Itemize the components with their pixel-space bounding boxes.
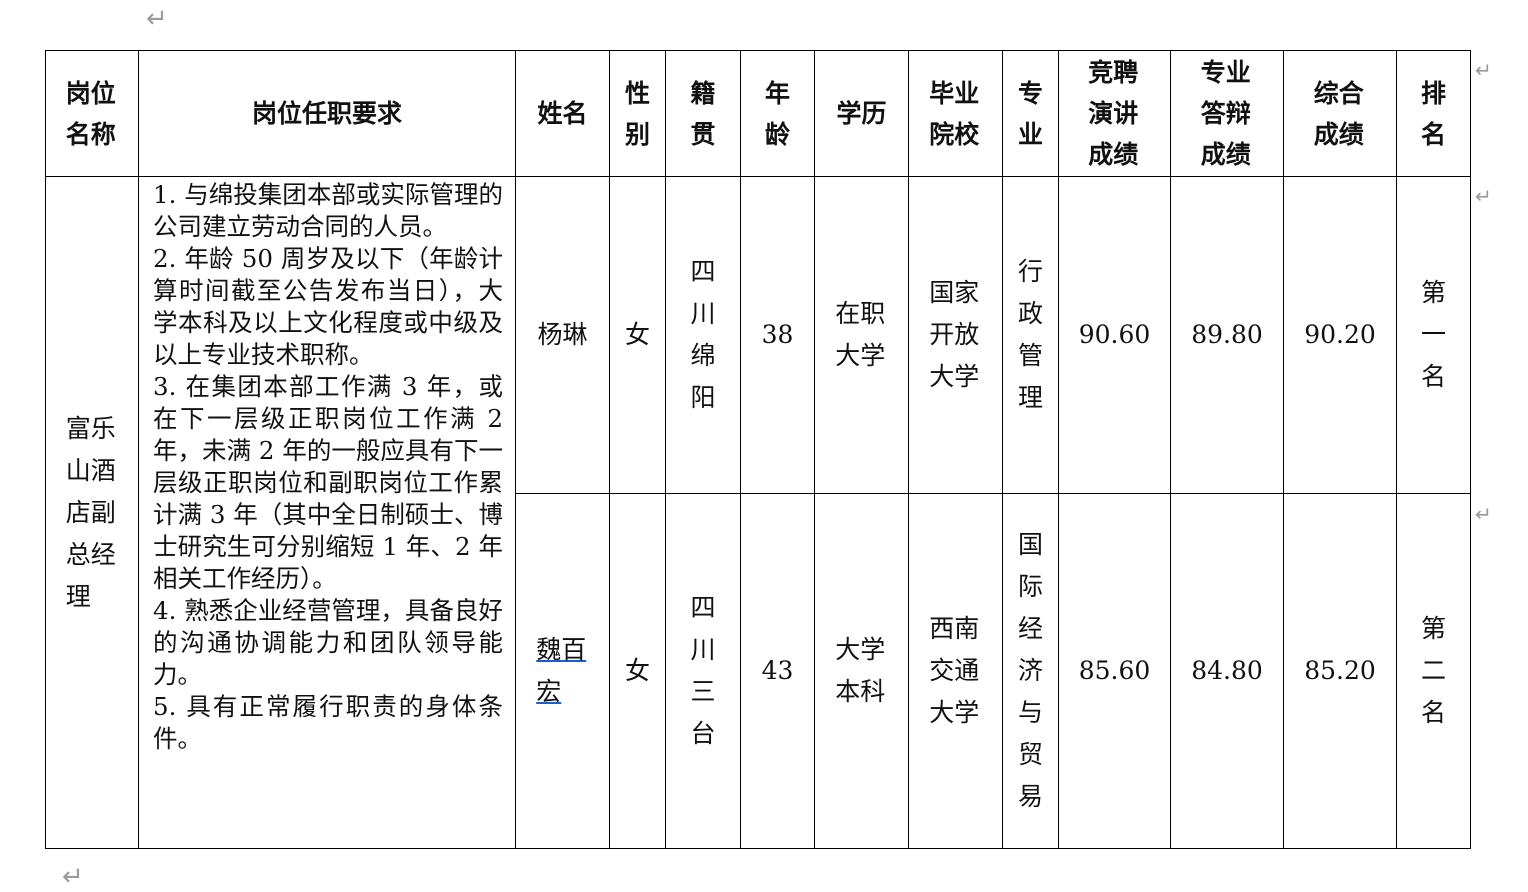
row-end-mark-icon: ↵	[1475, 58, 1492, 82]
paragraph-mark-icon: ↵	[62, 862, 84, 892]
header-age: 年龄	[740, 50, 815, 177]
origin-cell: 四川三台	[665, 493, 741, 849]
requirement-item: 5. 具有正常履行职责的身体条件。	[153, 692, 503, 753]
total-score-cell: 85.20	[1283, 493, 1397, 849]
rank-cell: 第二名	[1396, 493, 1471, 849]
education-cell: 在职大学	[814, 176, 909, 494]
header-major: 专业	[1002, 50, 1059, 177]
header-total-score: 综合成绩	[1283, 50, 1397, 177]
table-row: 富乐山酒店副总经理 1. 与绵投集团本部或实际管理的公司建立劳动合同的人员。 2…	[45, 176, 1471, 849]
requirement-item: 2. 年龄 50 周岁及以下（年龄计算时间截至公告发布当日），大学本科及以上文化…	[153, 244, 503, 369]
major-cell: 行政管理	[1002, 176, 1059, 494]
origin-cell: 四川绵阳	[665, 176, 741, 494]
header-defense-score: 专业答辩成绩	[1170, 50, 1284, 177]
candidate-table: 岗位名称 岗位任职要求 姓名 性别 籍贯 年龄 学历 毕业院校 专业 竞聘演讲成…	[45, 50, 1471, 849]
education-cell: 大学本科	[814, 493, 909, 849]
requirements-cell: 1. 与绵投集团本部或实际管理的公司建立劳动合同的人员。 2. 年龄 50 周岁…	[138, 176, 516, 849]
rank-cell: 第一名	[1396, 176, 1471, 494]
school-cell: 国家开放大学	[908, 176, 1003, 494]
requirement-item: 1. 与绵投集团本部或实际管理的公司建立劳动合同的人员。	[153, 180, 503, 241]
header-rank: 排名	[1396, 50, 1471, 177]
name-cell: 魏百宏	[515, 493, 610, 849]
speech-score-cell: 90.60	[1058, 176, 1171, 494]
school-cell: 西南交通大学	[908, 493, 1003, 849]
header-gender: 性别	[609, 50, 666, 177]
gender-cell: 女	[609, 176, 666, 494]
row-end-mark-icon: ↵	[1475, 502, 1492, 526]
requirement-item: 4. 熟悉企业经营管理，具备良好的沟通协调能力和团队领导能力。	[153, 596, 503, 689]
header-origin: 籍贯	[665, 50, 741, 177]
name-cell: 杨琳	[515, 176, 610, 494]
position-cell: 富乐山酒店副总经理	[45, 176, 139, 849]
paragraph-mark-icon: ↵	[146, 4, 168, 34]
header-speech-score: 竞聘演讲成绩	[1058, 50, 1171, 177]
header-requirements: 岗位任职要求	[138, 50, 516, 177]
gender-cell: 女	[609, 493, 666, 849]
header-row: 岗位名称 岗位任职要求 姓名 性别 籍贯 年龄 学历 毕业院校 专业 竞聘演讲成…	[45, 50, 1471, 177]
table-row: 魏百宏 女 四川三台 43 大学本科 西南交通大学 国际经济与贸易 85.60 …	[46, 493, 1471, 849]
speech-score-cell: 85.60	[1058, 493, 1171, 849]
header-school: 毕业院校	[908, 50, 1003, 177]
total-score-cell: 90.20	[1283, 176, 1397, 494]
age-cell: 43	[740, 493, 815, 849]
defense-score-cell: 89.80	[1170, 176, 1284, 494]
header-education: 学历	[814, 50, 909, 177]
row-end-mark-icon: ↵	[1475, 184, 1492, 208]
requirement-item: 3. 在集团本部工作满 3 年，或在下一层级正职岗位工作满 2 年，未满 2 年…	[153, 372, 503, 593]
defense-score-cell: 84.80	[1170, 493, 1284, 849]
age-cell: 38	[740, 176, 815, 494]
header-name: 姓名	[515, 50, 610, 177]
header-position: 岗位名称	[45, 50, 139, 177]
major-cell: 国际经济与贸易	[1002, 493, 1059, 849]
